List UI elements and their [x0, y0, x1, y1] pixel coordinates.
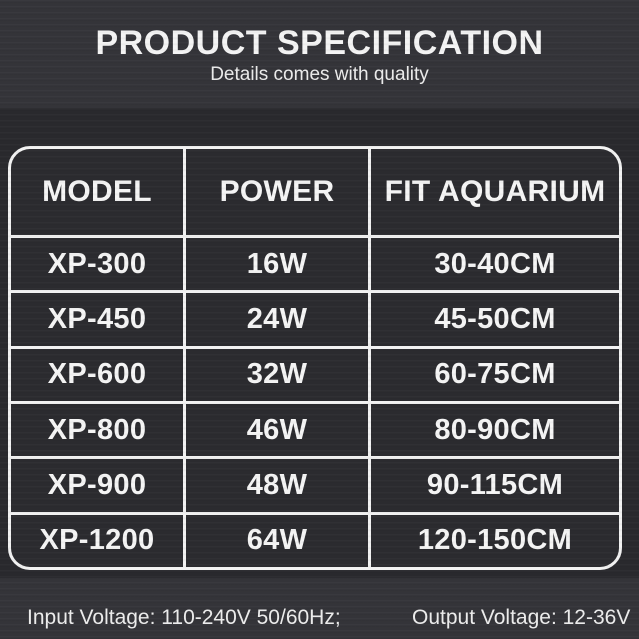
column-header-model: MODEL — [11, 149, 183, 235]
table-cell-power: 48W — [186, 459, 368, 512]
column-header-power: POWER — [186, 149, 368, 235]
table-cell-power: 32W — [186, 348, 368, 401]
table-cell-fit-aquarium: 120-150CM — [371, 514, 619, 567]
table-cell-model: XP-450 — [11, 293, 183, 346]
table-cell-model: XP-900 — [11, 459, 183, 512]
specification-table: MODEL POWER FIT AQUARIUM XP-300 16W 30-4… — [8, 146, 622, 570]
page-subtitle: Details comes with quality — [210, 64, 429, 85]
top-banner: PRODUCT SPECIFICATION Details comes with… — [0, 0, 639, 108]
table-cell-model: XP-1200 — [11, 514, 183, 567]
table-cell-power: 64W — [186, 514, 368, 567]
table-cell-model: XP-600 — [11, 348, 183, 401]
table-cell-fit-aquarium: 80-90CM — [371, 403, 619, 457]
column-header-fit-aquarium: FIT AQUARIUM — [371, 149, 619, 235]
page-title: PRODUCT SPECIFICATION — [95, 24, 544, 62]
table-cell-fit-aquarium: 30-40CM — [371, 238, 619, 291]
table-cell-power: 46W — [186, 403, 368, 457]
input-voltage-text: Input Voltage: 110-240V 50/60Hz; — [27, 606, 341, 629]
table-cell-model: XP-300 — [11, 238, 183, 291]
bottom-banner — [0, 578, 639, 639]
table-cell-fit-aquarium: 45-50CM — [371, 293, 619, 346]
table-cell-power: 16W — [186, 238, 368, 291]
output-voltage-text: Output Voltage: 12-36V — [412, 606, 631, 629]
table-cell-fit-aquarium: 90-115CM — [371, 459, 619, 512]
table-cell-power: 24W — [186, 293, 368, 346]
table-cell-fit-aquarium: 60-75CM — [371, 348, 619, 401]
table-cell-model: XP-800 — [11, 403, 183, 457]
